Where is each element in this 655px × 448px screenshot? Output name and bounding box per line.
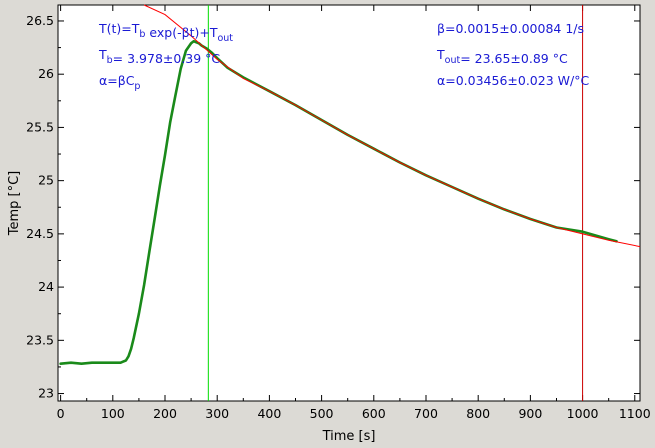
fit-annotation-left: α=βCp xyxy=(99,73,140,92)
fit-annotation-right: α=0.03456±0.023 W/°C xyxy=(437,73,589,88)
fit-annotation-right: Tout= 23.65±0.89 °C xyxy=(436,47,568,66)
fit-curve xyxy=(143,4,641,248)
vertical-markers xyxy=(207,5,584,401)
annotation-text: T xyxy=(436,47,445,62)
annotation-text: β=0.0015±0.00084 1/s xyxy=(437,21,584,36)
x-tick-label: 400 xyxy=(257,406,281,421)
x-tick-label: 300 xyxy=(205,406,229,421)
annotation-text: α=βC xyxy=(99,73,135,88)
x-tick-label: 1000 xyxy=(567,406,599,421)
annotation-text: = 23.65±0.89 °C xyxy=(460,51,568,66)
fit-annotation-left: Tb= 3.978±0.39 °C xyxy=(98,47,220,66)
y-tick-label: 23.5 xyxy=(26,332,54,347)
x-tick-label: 800 xyxy=(466,406,490,421)
y-tick-label: 24.5 xyxy=(26,226,54,241)
data-series xyxy=(59,4,641,365)
y-tick-label: 25 xyxy=(38,173,54,188)
annotation-text: T(t)=T xyxy=(98,21,140,36)
y-tick-label: 24 xyxy=(38,279,54,294)
annotation-text: T xyxy=(98,47,107,62)
y-tick-label: 23 xyxy=(38,386,54,401)
y-axis-ticks: 23 23.5 24 24.5 25 25.5 26 26.5 xyxy=(26,13,640,401)
x-tick-label: 700 xyxy=(414,406,438,421)
x-tick-label: 500 xyxy=(310,406,334,421)
annotation-subscript: b xyxy=(139,29,145,40)
x-tick-label: 600 xyxy=(362,406,386,421)
y-axis-title: Temp [°C] xyxy=(7,171,22,237)
x-tick-label: 0 xyxy=(57,406,65,421)
x-tick-label: 100 xyxy=(101,406,125,421)
annotation-text: exp(-βt)+T xyxy=(145,25,217,40)
plot-area xyxy=(57,4,641,402)
x-tick-label: 1100 xyxy=(619,406,651,421)
x-axis-ticks: 0 100 200 300 400 500 600 700 800 900 1000 1100 xyxy=(57,5,651,421)
annotation-text: α=0.03456±0.023 W/°C xyxy=(437,73,589,88)
fit-annotation-left: T(t)=Tb exp(-βt)+Tout xyxy=(98,21,233,44)
annotation-subscript: out xyxy=(445,55,461,66)
annotation-subscript: out xyxy=(217,33,233,44)
y-tick-label: 25.5 xyxy=(26,119,54,134)
y-tick-label: 26 xyxy=(38,66,54,81)
x-tick-label: 900 xyxy=(518,406,542,421)
y-tick-label: 26.5 xyxy=(26,13,54,28)
annotation-subscript: b xyxy=(107,55,113,66)
x-axis-title: Time [s] xyxy=(322,429,376,444)
fit-annotation-right: β=0.0015±0.00084 1/s xyxy=(437,21,584,36)
annotation-subscript: p xyxy=(134,81,140,92)
x-tick-label: 200 xyxy=(153,406,177,421)
annotation-text: = 3.978±0.39 °C xyxy=(113,51,221,66)
